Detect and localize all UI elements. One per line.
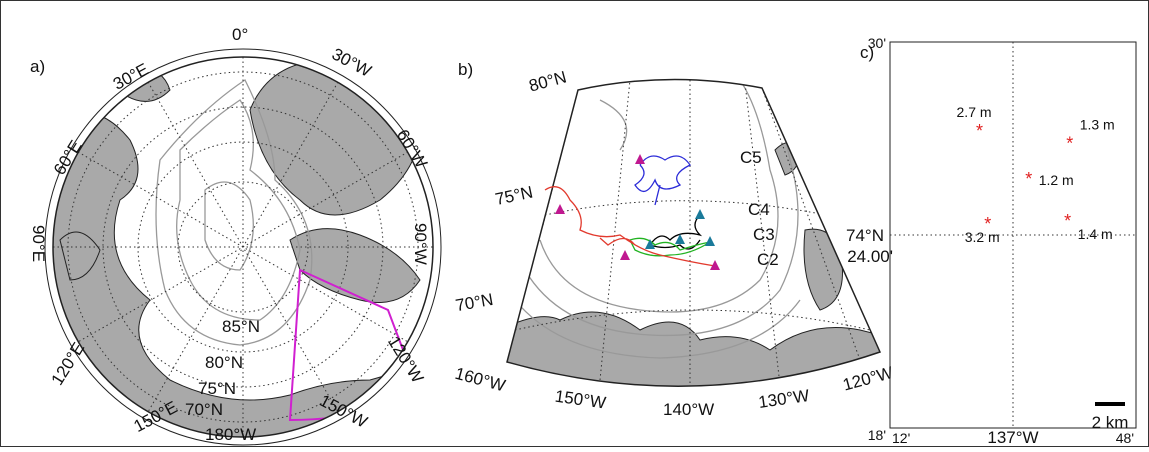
point-label: 1.2 m — [1039, 172, 1074, 188]
float-marker — [635, 154, 645, 164]
y-tick-label: 74°N — [846, 226, 884, 245]
lon-label: 140°W — [663, 400, 714, 419]
float-marker — [645, 239, 655, 249]
float-marker — [705, 236, 715, 246]
point-marker: * — [1066, 134, 1073, 154]
y-tick-label: 18' — [868, 427, 886, 443]
lon-label: 160°W — [453, 364, 507, 396]
lon-label: 90°W — [411, 223, 430, 265]
point-marker: * — [976, 121, 983, 141]
lon-label: 90°E — [29, 225, 48, 262]
lat-label: 75°N — [493, 183, 534, 209]
lat-label: 80°N — [527, 67, 569, 95]
lon-label: 0° — [232, 25, 248, 44]
series-label: C3 — [753, 225, 775, 244]
y-sublabel: 24.00' — [847, 247, 893, 266]
point-label: 3.2 m — [965, 229, 1000, 245]
panel-label: c) — [860, 43, 874, 62]
series-label: C2 — [757, 250, 779, 269]
panel-label: b) — [458, 60, 473, 79]
series-label: C5 — [740, 148, 762, 167]
lat-label: 85°N — [222, 317, 260, 336]
lat-label: 70°N — [185, 400, 223, 419]
lon-label: 180°W — [205, 425, 256, 444]
point-marker: * — [1064, 211, 1071, 231]
lat-label: 70°N — [454, 290, 495, 315]
track — [648, 214, 703, 250]
float-marker — [695, 209, 705, 219]
float-marker — [555, 204, 565, 214]
lon-label: 130°W — [757, 386, 810, 412]
scale-bar-label: 2 km — [1092, 413, 1129, 432]
lon-label: 150°W — [554, 387, 607, 413]
x-tick-label: 12' — [892, 430, 910, 446]
lon-label: 120°W — [841, 363, 895, 395]
float-marker — [620, 250, 630, 260]
float-marker — [710, 260, 720, 270]
track — [634, 155, 691, 206]
x-tick-label: 137°W — [987, 428, 1038, 447]
point-marker: * — [984, 214, 991, 234]
series-label: C4 — [748, 200, 770, 219]
track — [544, 186, 716, 267]
lat-label: 75°N — [198, 379, 236, 398]
x-tick-label: 48' — [1116, 430, 1134, 446]
lon-label: 30°W — [329, 44, 375, 80]
panel-b — [506, 78, 882, 387]
lat-label: 80°N — [205, 353, 243, 372]
y-tick-label: 30' — [868, 35, 886, 51]
panel-label: a) — [30, 57, 45, 76]
point-label: 1.4 m — [1078, 226, 1113, 242]
panel-a — [44, 48, 442, 446]
point-label: 1.3 m — [1080, 117, 1115, 133]
point-label: 2.7 m — [957, 104, 992, 120]
point-marker: * — [1025, 169, 1032, 189]
lon-label: 120°E — [48, 339, 89, 389]
float-marker — [675, 234, 685, 244]
